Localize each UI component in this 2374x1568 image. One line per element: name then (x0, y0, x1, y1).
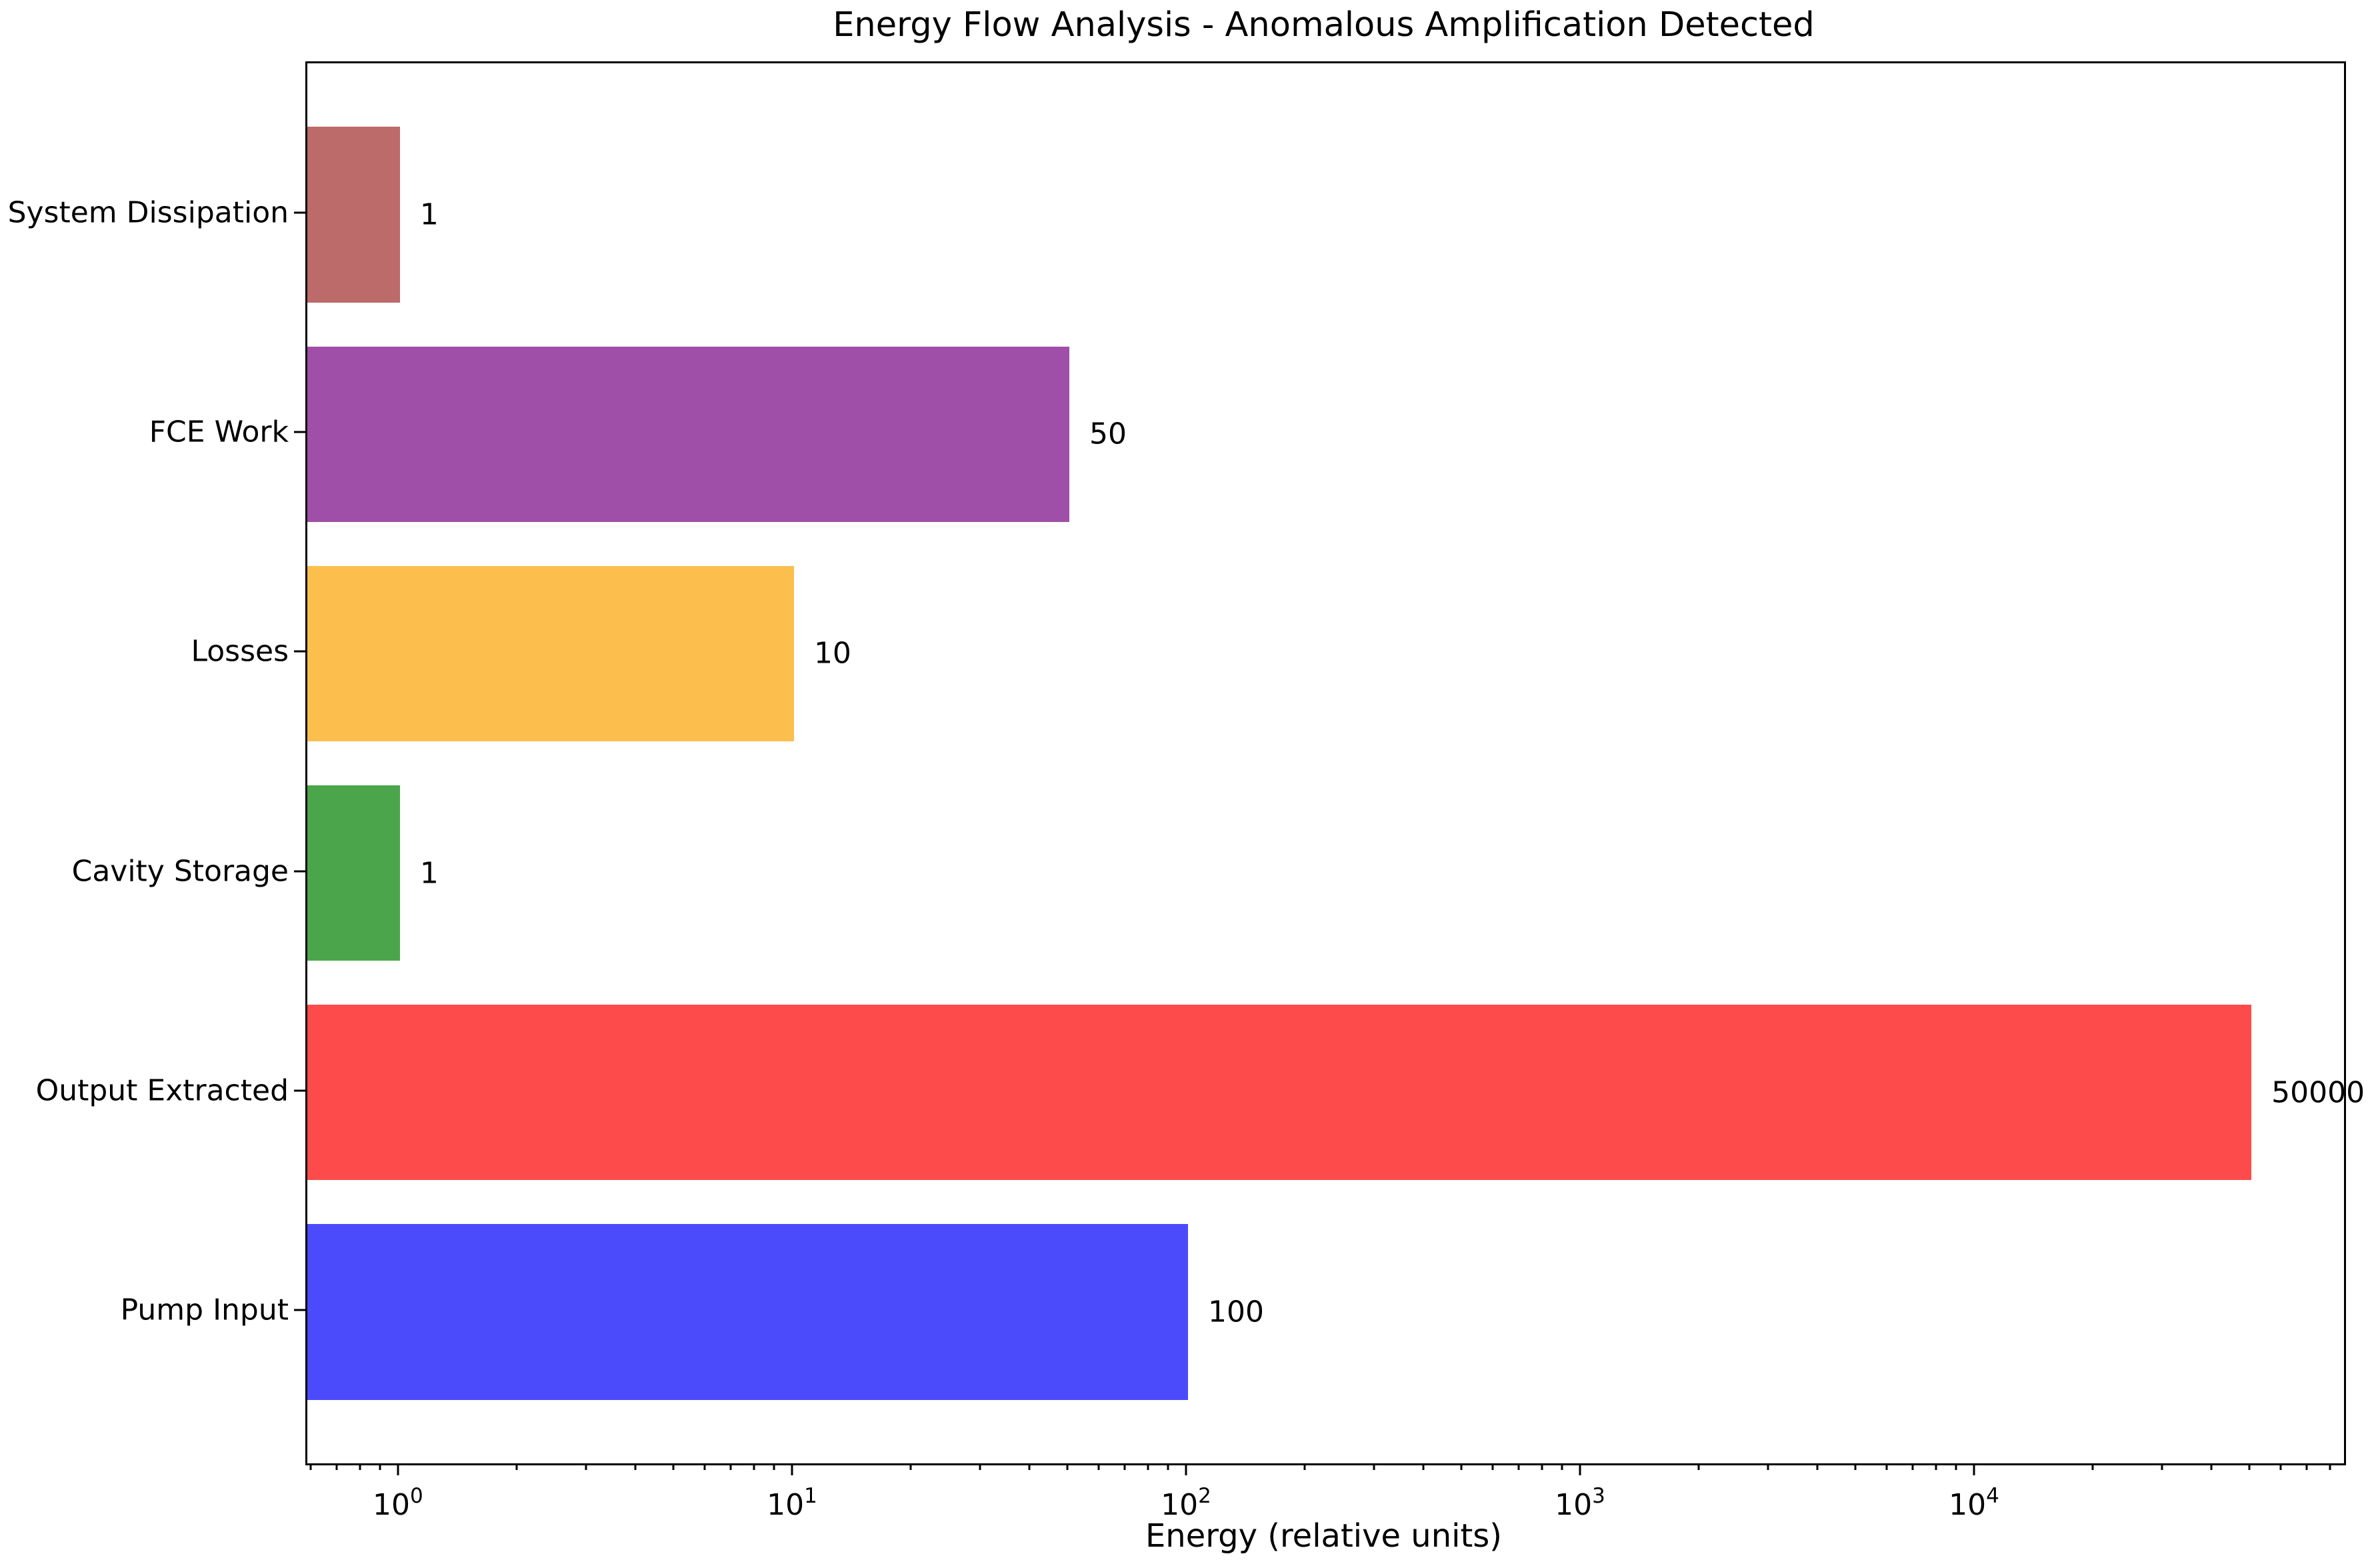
x-axis-minor-tick (379, 1463, 381, 1470)
x-axis-minor-tick (1885, 1463, 1888, 1470)
x-axis-minor-tick (1816, 1463, 1819, 1470)
x-axis-minor-tick (1373, 1463, 1375, 1470)
x-axis-major-tick (1185, 1463, 1187, 1475)
bar-value-label: 1 (419, 197, 439, 232)
y-axis-tick (294, 1089, 305, 1092)
y-axis-tick (294, 870, 305, 873)
y-axis-tick (294, 431, 305, 433)
bar-losses (307, 565, 794, 742)
x-axis-minor-tick (1854, 1463, 1857, 1470)
x-axis-major-tick (1973, 1463, 1975, 1475)
x-axis-minor-tick (1697, 1463, 1700, 1470)
x-axis-label: Energy (relative units) (1145, 1517, 1503, 1555)
x-axis-minor-tick (753, 1463, 755, 1470)
x-axis-minor-tick (672, 1463, 675, 1470)
x-axis-minor-tick (1955, 1463, 1957, 1470)
y-tick-label-cavity-storage: Cavity Storage (71, 854, 289, 889)
x-tick-label: 102 (1161, 1484, 1211, 1523)
bar-value-label: 10 (813, 636, 851, 671)
bar-system-dissipation (307, 127, 400, 303)
x-axis-minor-tick (2248, 1463, 2251, 1470)
x-axis-minor-tick (585, 1463, 587, 1470)
x-tick-label: 103 (1555, 1484, 1605, 1523)
x-axis-minor-tick (2329, 1463, 2331, 1470)
bar-pump-input (307, 1224, 1188, 1400)
bar-value-label: 50 (1089, 417, 1127, 451)
x-axis-minor-tick (359, 1463, 361, 1470)
y-axis-tick (294, 650, 305, 653)
x-tick-label: 101 (767, 1484, 817, 1523)
x-tick-label: 104 (1949, 1484, 1999, 1523)
x-axis-minor-tick (1422, 1463, 1425, 1470)
bar-value-label: 1 (419, 856, 439, 891)
x-axis-minor-tick (1911, 1463, 1914, 1470)
x-axis-minor-tick (979, 1463, 981, 1470)
x-axis-minor-tick (1147, 1463, 1149, 1470)
x-axis-minor-tick (1561, 1463, 1563, 1470)
x-axis-major-tick (1579, 1463, 1581, 1475)
x-axis-minor-tick (2091, 1463, 2094, 1470)
x-axis-minor-tick (2305, 1463, 2308, 1470)
x-axis-minor-tick (1167, 1463, 1169, 1470)
x-axis-minor-tick (1123, 1463, 1126, 1470)
x-axis-minor-tick (1303, 1463, 1306, 1470)
x-axis-minor-tick (2210, 1463, 2213, 1470)
bar-value-label: 100 (1207, 1295, 1264, 1329)
x-axis-minor-tick (1517, 1463, 1520, 1470)
x-axis-minor-tick (909, 1463, 912, 1470)
y-axis-tick (294, 211, 305, 214)
y-tick-label-fce-work: FCE Work (149, 415, 289, 449)
x-axis-minor-tick (1097, 1463, 1100, 1470)
x-axis-minor-tick (729, 1463, 732, 1470)
y-tick-label-pump-input: Pump Input (120, 1293, 289, 1327)
x-axis-minor-tick (1028, 1463, 1031, 1470)
x-axis-minor-tick (2279, 1463, 2282, 1470)
x-tick-label: 100 (373, 1484, 423, 1523)
x-axis-major-tick (791, 1463, 793, 1475)
x-axis-minor-tick (773, 1463, 775, 1470)
x-axis-minor-tick (515, 1463, 518, 1470)
y-tick-label-system-dissipation: System Dissipation (7, 195, 289, 230)
x-axis-minor-tick (1541, 1463, 1543, 1470)
bar-cavity-storage (307, 785, 400, 961)
x-axis-minor-tick (1491, 1463, 1494, 1470)
y-tick-label-losses: Losses (191, 634, 289, 669)
bar-output-extracted (307, 1005, 2252, 1181)
bar-fce-work (307, 346, 1070, 522)
y-axis-tick (294, 1309, 305, 1311)
bar-value-label: 50000 (2271, 1075, 2365, 1110)
x-axis-minor-tick (1935, 1463, 1937, 1470)
x-axis-minor-tick (1066, 1463, 1069, 1470)
chart-title: Energy Flow Analysis - Anomalous Amplifi… (833, 5, 1815, 45)
y-tick-label-output-extracted: Output Extracted (35, 1073, 289, 1108)
x-axis-minor-tick (634, 1463, 637, 1470)
x-axis-minor-tick (2161, 1463, 2163, 1470)
x-axis-minor-tick (1460, 1463, 1463, 1470)
x-axis-minor-tick (1767, 1463, 1769, 1470)
plot-area: 100 50000 1 10 50 1 (305, 61, 2365, 1465)
x-axis-minor-tick (309, 1463, 312, 1470)
x-axis-minor-tick (703, 1463, 706, 1470)
x-axis-major-tick (397, 1463, 399, 1475)
x-axis-minor-tick (335, 1463, 338, 1470)
